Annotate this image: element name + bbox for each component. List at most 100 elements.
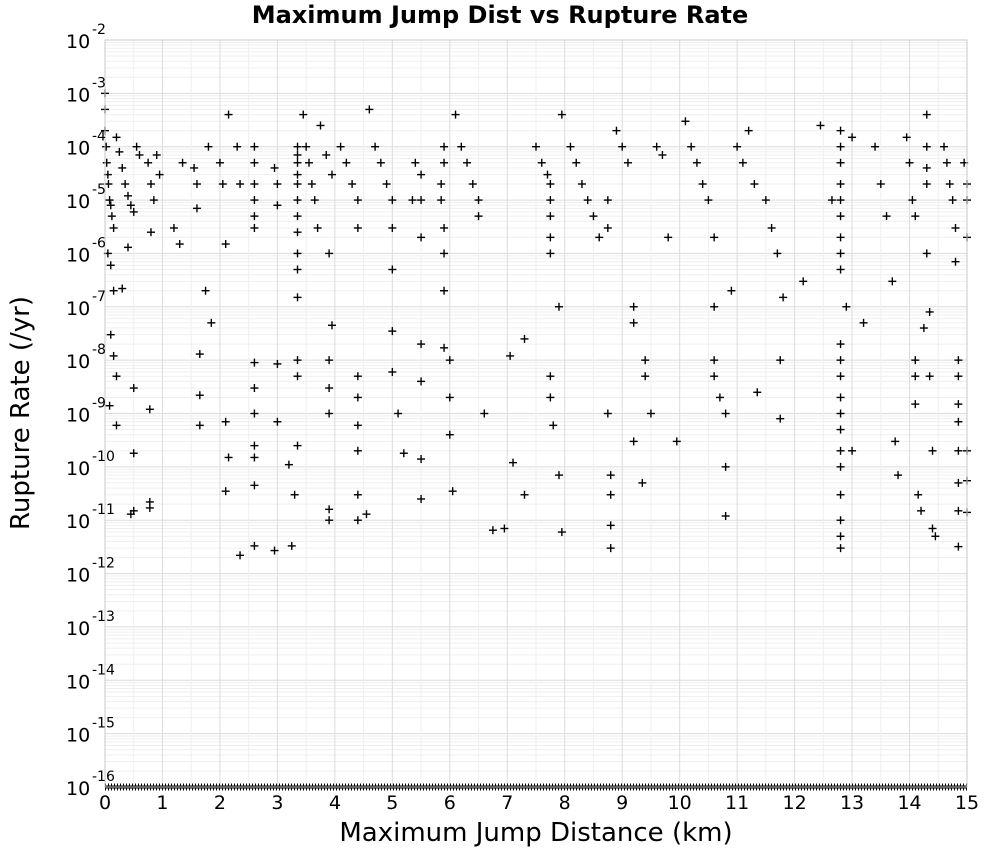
- data-point: [710, 302, 719, 311]
- data-point: [353, 490, 362, 499]
- data-point: [293, 158, 302, 167]
- data-point: [145, 405, 154, 414]
- data-point: [195, 421, 204, 430]
- data-point: [365, 105, 374, 114]
- data-point: [417, 340, 426, 349]
- data-point: [954, 400, 963, 409]
- data-point: [480, 409, 489, 418]
- data-point: [911, 212, 920, 221]
- data-point: [925, 307, 934, 316]
- y-axis-ticks: 10-210-310-410-510-610-710-810-910-1010-…: [66, 22, 115, 800]
- data-point: [325, 356, 334, 365]
- data-point: [908, 196, 917, 205]
- data-point: [107, 212, 116, 221]
- y-tick-label: 10: [66, 138, 90, 160]
- data-point: [704, 196, 713, 205]
- data-point: [954, 356, 963, 365]
- data-point: [603, 409, 612, 418]
- data-point: [353, 446, 362, 455]
- y-tick-exponent: -12: [92, 556, 115, 572]
- data-point: [273, 201, 282, 210]
- data-point: [250, 212, 259, 221]
- y-tick-label: 10: [66, 778, 90, 800]
- data-point: [744, 126, 753, 135]
- x-tick-label: 9: [616, 792, 628, 814]
- data-point: [250, 453, 259, 462]
- data-point: [221, 417, 230, 426]
- data-point: [629, 302, 638, 311]
- data-point: [353, 421, 362, 430]
- data-point: [891, 437, 900, 446]
- y-tick-exponent: -10: [92, 449, 115, 465]
- data-point: [293, 180, 302, 189]
- x-tick-label: 13: [840, 792, 864, 814]
- data-point: [273, 180, 282, 189]
- y-tick-exponent: -5: [92, 182, 106, 198]
- data-point: [761, 196, 770, 205]
- data-point: [270, 163, 279, 172]
- data-point: [233, 142, 242, 151]
- data-point: [155, 170, 164, 179]
- data-point: [721, 511, 730, 520]
- data-point: [325, 516, 334, 525]
- data-point: [710, 372, 719, 381]
- data-point: [546, 180, 555, 189]
- data-point: [951, 257, 960, 266]
- data-point: [336, 142, 345, 151]
- data-point: [546, 196, 555, 205]
- data-point: [175, 240, 184, 249]
- data-point: [506, 351, 515, 360]
- data-point: [595, 233, 604, 242]
- data-point: [104, 180, 113, 189]
- data-point: [250, 223, 259, 232]
- data-point: [293, 170, 302, 179]
- data-point: [954, 506, 963, 515]
- data-point: [546, 212, 555, 221]
- x-tick-label: 8: [559, 792, 571, 814]
- data-point: [566, 142, 575, 151]
- data-point: [250, 441, 259, 450]
- data-point: [733, 142, 742, 151]
- data-point: [612, 126, 621, 135]
- data-point: [144, 158, 153, 167]
- data-point: [440, 223, 449, 232]
- x-tick-label: 15: [955, 792, 979, 814]
- data-point: [945, 180, 954, 189]
- y-tick-exponent: -8: [92, 342, 106, 358]
- data-point: [698, 180, 707, 189]
- data-point: [109, 351, 118, 360]
- data-point: [618, 142, 627, 151]
- data-point: [882, 212, 891, 221]
- x-tick-label: 10: [668, 792, 692, 814]
- data-point: [353, 223, 362, 232]
- data-point: [250, 358, 259, 367]
- data-point: [316, 121, 325, 130]
- data-point: [520, 490, 529, 499]
- data-point: [836, 212, 845, 221]
- data-point: [652, 142, 661, 151]
- y-tick-exponent: -2: [92, 22, 106, 38]
- data-point: [919, 324, 928, 333]
- data-point: [629, 318, 638, 327]
- data-point: [293, 265, 302, 274]
- data-point: [105, 401, 114, 410]
- x-tick-label: 5: [386, 792, 398, 814]
- data-point: [543, 170, 552, 179]
- data-point: [284, 460, 293, 469]
- data-point: [836, 196, 845, 205]
- y-tick-label: 10: [66, 31, 90, 53]
- data-point: [250, 481, 259, 490]
- y-tick-label: 10: [66, 405, 90, 427]
- data-point: [293, 212, 302, 221]
- data-point: [779, 293, 788, 302]
- data-point: [836, 126, 845, 135]
- data-point: [112, 372, 121, 381]
- data-point: [557, 528, 566, 537]
- data-point: [371, 142, 380, 151]
- data-point: [353, 372, 362, 381]
- data-point: [287, 541, 296, 550]
- data-point: [546, 233, 555, 242]
- data-point: [190, 163, 199, 172]
- data-point: [250, 384, 259, 393]
- data-point: [603, 196, 612, 205]
